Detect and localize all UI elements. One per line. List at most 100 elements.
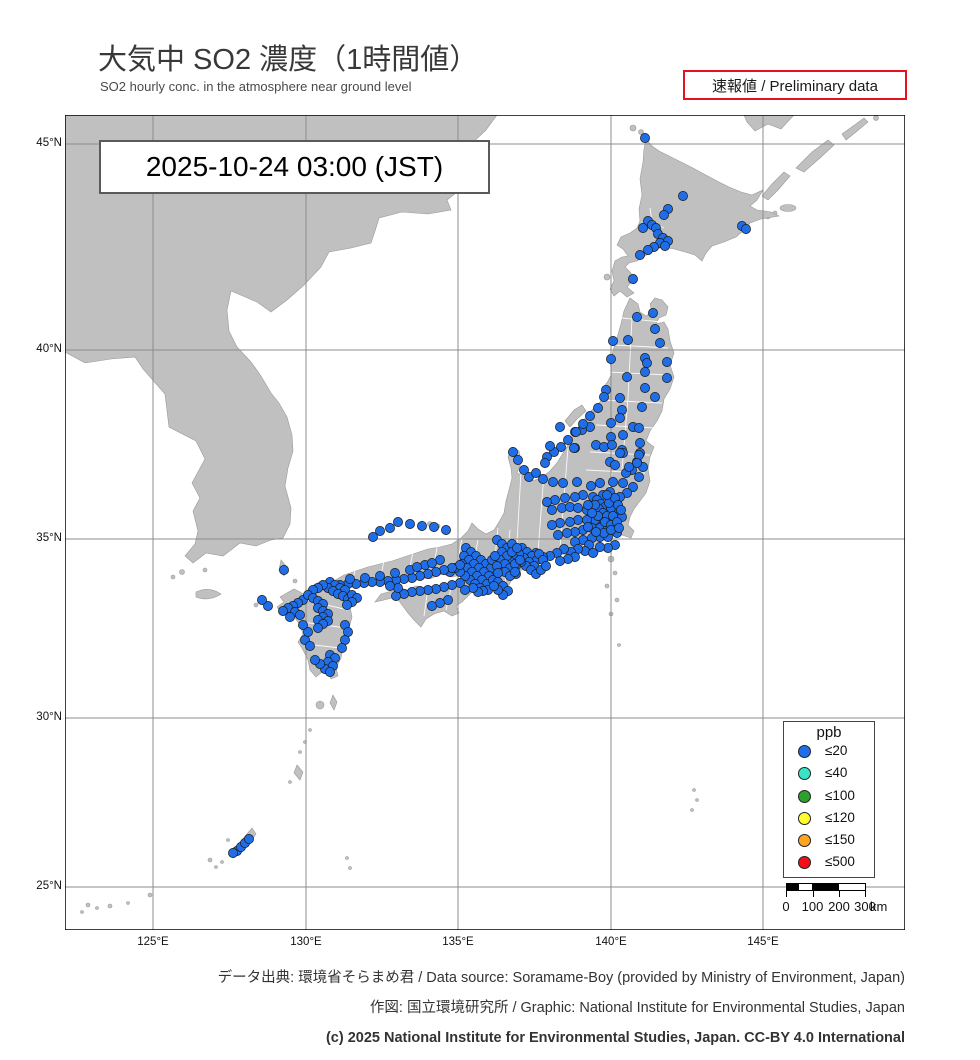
station-dot — [585, 411, 595, 421]
station-dot — [513, 455, 523, 465]
legend-item-label: ≤500 — [825, 854, 855, 870]
scale-tick — [865, 891, 866, 897]
station-dot — [263, 601, 273, 611]
station-dot — [493, 568, 503, 578]
station-dot — [565, 517, 575, 527]
lon-tick-label: 125°E — [137, 936, 169, 948]
scale-bar: 0 100 200 300 km — [782, 883, 898, 923]
station-dot — [606, 418, 616, 428]
station-dot — [642, 358, 652, 368]
station-dot — [741, 224, 751, 234]
station-dot — [635, 250, 645, 260]
station-dot — [586, 481, 596, 491]
station-dot — [342, 600, 352, 610]
daito — [345, 856, 349, 860]
legend-item: ≤20 — [784, 741, 874, 763]
station-dots — [228, 133, 751, 858]
legend-item-label: ≤100 — [825, 787, 855, 803]
station-dot — [305, 641, 315, 651]
amami — [293, 764, 304, 781]
lon-tick-label: 145°E — [747, 936, 779, 948]
copyright-line: (c) 2025 National Institute for Environm… — [325, 1030, 905, 1046]
scale-tick — [786, 891, 787, 897]
station-dot — [618, 430, 628, 440]
continent-asia — [65, 115, 498, 564]
station-dot — [545, 441, 555, 451]
station-dot — [588, 548, 598, 558]
station-dot — [635, 438, 645, 448]
station-dot — [257, 595, 267, 605]
legend-item: ≤100 — [784, 786, 874, 808]
station-dot — [614, 523, 624, 533]
rishiri — [629, 124, 637, 132]
sakhalin — [743, 115, 795, 132]
station-dot — [385, 523, 395, 533]
legend-swatch — [798, 767, 811, 781]
station-dot — [512, 543, 522, 553]
legend-swatch — [798, 811, 811, 825]
station-dot — [616, 505, 626, 515]
scale-bar-unit: km — [870, 899, 888, 914]
station-dot — [337, 643, 347, 653]
legend-title: ppb — [816, 724, 842, 741]
station-dot — [228, 848, 238, 858]
data-source-line: データ出典: 環境省そらまめ君 / Data source: Soramame-… — [217, 970, 905, 986]
station-dot — [583, 522, 593, 532]
station-dot — [602, 490, 612, 500]
station-dot — [553, 530, 563, 540]
station-dot — [542, 497, 552, 507]
station-dot — [578, 419, 588, 429]
miyako — [147, 892, 153, 898]
station-dot — [548, 477, 558, 487]
footer-credits: データ出典: 環境省そらまめ君 / Data source: Soramame-… — [218, 963, 905, 1053]
station-dot — [325, 667, 335, 677]
station-dot — [659, 210, 669, 220]
station-dot — [295, 610, 305, 620]
station-dot — [622, 372, 632, 382]
station-dot — [615, 413, 625, 423]
legend-item: ≤500 — [784, 852, 874, 874]
station-dot — [285, 612, 295, 622]
station-dot — [572, 477, 582, 487]
yakushima — [315, 700, 325, 710]
legend-item: ≤40 — [784, 763, 874, 785]
legend-item-label: ≤120 — [825, 809, 855, 825]
scale-label: 200 — [828, 899, 850, 914]
station-dot — [560, 493, 570, 503]
legend-item-label: ≤40 — [825, 765, 848, 781]
station-dot — [563, 435, 573, 445]
lat-tick-label: 40°N — [36, 343, 62, 355]
station-dot — [558, 478, 568, 488]
station-dot — [510, 567, 520, 577]
station-dot — [573, 503, 583, 513]
station-dot — [615, 448, 625, 458]
page-subtitle: SO2 hourly conc. in the atmosphere near … — [100, 79, 412, 94]
station-dot — [441, 525, 451, 535]
station-dot — [678, 191, 688, 201]
legend-item: ≤120 — [784, 808, 874, 830]
jeju-island — [195, 589, 222, 600]
lon-tick-label: 135°E — [442, 936, 474, 948]
station-dot — [583, 500, 593, 510]
station-dot — [547, 520, 557, 530]
lon-tick-label: 130°E — [290, 936, 322, 948]
station-dot — [608, 336, 618, 346]
scale-tick — [839, 891, 840, 897]
station-dot — [531, 468, 541, 478]
timestamp-box: 2025-10-24 03:00 (JST) — [99, 140, 490, 194]
station-dot — [650, 392, 660, 402]
lat-tick-label: 30°N — [36, 711, 62, 723]
station-dot — [427, 601, 437, 611]
preliminary-badge: 速報値 / Preliminary data — [683, 70, 907, 100]
kuril-urup — [841, 117, 869, 141]
graphic-credit-line: 作図: 国立環境研究所 / Graphic: National Institut… — [369, 1000, 905, 1016]
station-dot — [360, 573, 370, 583]
station-dot — [298, 620, 308, 630]
station-dot — [660, 241, 670, 251]
legend-swatch — [798, 745, 811, 758]
station-dot — [662, 373, 672, 383]
scale-label: 100 — [801, 899, 824, 914]
station-dot — [490, 551, 500, 561]
station-dot — [555, 422, 565, 432]
